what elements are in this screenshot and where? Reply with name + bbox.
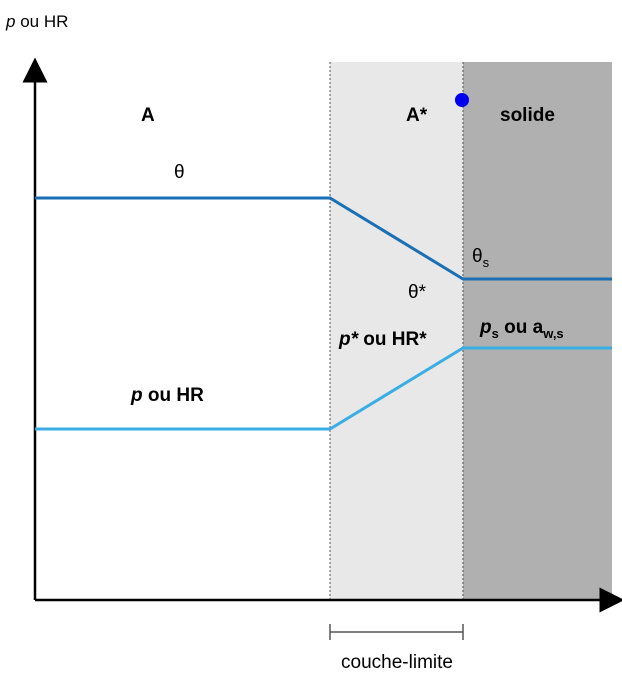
humidity-label-solid-mid: ou a: [499, 317, 544, 338]
zone-label-solid: solide: [500, 105, 555, 126]
y-axis-label: p ou HR: [5, 12, 68, 31]
humidity-label-solid-var-sub: s: [492, 326, 499, 341]
y-axis-label-rest: ou HR: [15, 12, 68, 31]
zone-label-boundary: A*: [406, 105, 428, 126]
temperature-label-solid-main: θ: [472, 246, 483, 267]
humidity-label-interface: p* ou HR*: [338, 329, 427, 350]
solid-zone: [463, 62, 612, 600]
humidity-label-solid-var: p: [479, 317, 492, 338]
interface-marker: [455, 93, 469, 107]
temperature-label-solid: θs: [472, 246, 490, 270]
humidity-curve: [35, 346, 612, 431]
humidity-label-interface-rest: ou HR*: [358, 329, 427, 350]
boundary-layer-bracket: [329, 624, 464, 640]
humidity-label-solid: ps ou aw,s: [479, 317, 564, 341]
boundary-layer-label: couche-limite: [341, 652, 453, 673]
y-axis-label-var: p: [5, 12, 15, 31]
humidity-label-solid-sub: w,s: [542, 326, 563, 341]
zone-label-bulk: A: [141, 105, 155, 126]
temperature-label-interface: θ*: [408, 282, 427, 303]
humidity-label-interface-var: p*: [338, 329, 360, 350]
humidity-label-bulk-var: p: [130, 385, 143, 406]
humidity-label-bulk: p ou HR: [130, 385, 204, 406]
temperature-curve: [35, 196, 612, 281]
humidity-label-bulk-rest: ou HR: [143, 385, 204, 406]
temperature-label-solid-sub: s: [483, 255, 490, 270]
temperature-label-bulk: θ: [174, 162, 185, 183]
boundary-layer-zone: [330, 62, 463, 600]
